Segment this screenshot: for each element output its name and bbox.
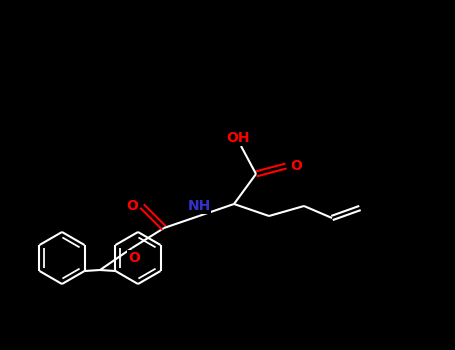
Text: OH: OH (226, 131, 250, 145)
Text: O: O (128, 251, 140, 265)
Text: NH: NH (187, 199, 211, 213)
Text: O: O (290, 159, 302, 173)
Text: O: O (126, 199, 138, 213)
